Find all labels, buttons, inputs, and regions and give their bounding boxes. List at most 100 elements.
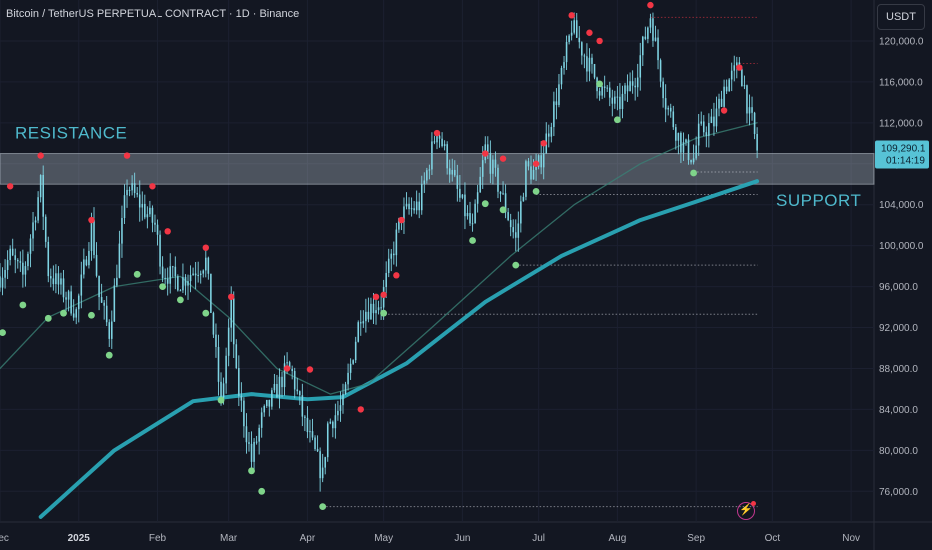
candle-body — [291, 368, 293, 372]
candle-body — [370, 303, 372, 320]
candle-body — [619, 96, 621, 109]
chart-header-title: Bitcoin / TetherUS PERPETUAL CONTRACT · … — [6, 8, 300, 20]
x-tick-label: Aug — [608, 533, 626, 544]
candle-body — [433, 141, 436, 143]
alert-dot — [751, 501, 756, 506]
pivot-low-marker — [481, 200, 489, 208]
x-tick-label: Oct — [765, 533, 781, 544]
candle-body — [88, 250, 90, 266]
candle-body — [283, 363, 286, 388]
candle-body — [50, 276, 52, 279]
candle-body — [672, 111, 675, 128]
candle-body — [487, 144, 489, 153]
candle-body — [426, 170, 428, 181]
candle-body — [103, 302, 105, 306]
candle-body — [342, 393, 344, 406]
candle-body — [514, 232, 517, 238]
candle-body — [113, 285, 116, 322]
candle-body — [47, 241, 50, 277]
candle-body — [319, 451, 321, 479]
candle-body — [57, 273, 60, 285]
y-tick-label: 80,000.0 — [879, 446, 918, 457]
moving-averages — [0, 122, 760, 519]
candle-body — [311, 431, 314, 438]
candle-body — [293, 371, 296, 390]
candle-body — [522, 196, 525, 202]
candle-body — [387, 258, 390, 273]
candle-body — [182, 277, 184, 291]
candle-body — [324, 457, 326, 468]
candle-body — [677, 132, 680, 141]
candle-body — [525, 161, 527, 197]
candle-body — [55, 273, 57, 285]
candle-body — [192, 273, 194, 276]
y-tick-label: 116,000.0 — [879, 77, 923, 88]
resistance-zone-band — [0, 153, 875, 185]
candle-body — [431, 141, 433, 170]
candle-body — [32, 222, 34, 239]
pivot-high-marker — [398, 216, 405, 224]
candle-body — [649, 18, 652, 28]
candle-body — [212, 312, 215, 335]
candle-body — [456, 175, 459, 189]
pivot-high-marker — [149, 183, 156, 190]
moving-average-thin — [0, 122, 758, 395]
candle-body — [443, 144, 446, 147]
y-axis: 76,000.0 80,000.0 84,000.0 88,000.0 92,000.0… — [875, 36, 929, 498]
pivot-low-marker — [60, 309, 67, 317]
candle-body — [248, 442, 250, 444]
candle-body — [321, 467, 324, 479]
candle-body — [161, 266, 164, 278]
candle-body — [189, 275, 192, 282]
candle-body — [123, 195, 126, 219]
resistance-zone — [0, 153, 875, 185]
lightning-icon[interactable]: ⚡ — [737, 502, 755, 520]
candle-body — [753, 112, 756, 134]
pivot-high-marker — [88, 216, 95, 224]
candle-body — [403, 206, 405, 222]
candle-body — [700, 121, 703, 124]
candle-body — [296, 389, 299, 392]
candle-body — [634, 85, 636, 88]
candle-body — [459, 188, 461, 198]
candle-body — [540, 155, 542, 168]
x-tick-label: Mar — [220, 533, 238, 544]
candle-body — [631, 81, 634, 86]
candle-body — [250, 443, 253, 462]
candle-body — [583, 55, 586, 57]
candle-body — [111, 321, 113, 339]
candle-body — [357, 322, 360, 342]
candle-body — [174, 266, 177, 277]
candle-body — [177, 276, 179, 291]
pivot-high-marker — [6, 183, 14, 190]
candle-body — [415, 201, 418, 211]
pivot-low-marker — [258, 487, 266, 495]
candle-body — [555, 101, 558, 105]
candle-body — [492, 159, 494, 174]
candle-body — [255, 441, 258, 443]
candle-body — [77, 295, 80, 310]
candle-body — [334, 415, 337, 429]
x-tick-label: Sep — [687, 533, 705, 544]
candle-body — [14, 255, 17, 260]
candle-body — [118, 243, 121, 278]
pivot-low-marker — [469, 237, 476, 244]
candle-body — [299, 391, 301, 396]
candle-body — [197, 274, 199, 276]
last-price-label: 109,290.1 — [881, 144, 926, 155]
candle-body — [410, 208, 413, 210]
candle-body — [438, 135, 441, 139]
pivot-high-marker — [357, 406, 364, 413]
currency-button[interactable]: USDT — [877, 4, 925, 30]
candle-body — [573, 20, 575, 33]
candle-body — [98, 275, 100, 298]
candle-body — [542, 153, 545, 168]
candle-body — [436, 135, 438, 143]
candle-body — [281, 376, 283, 388]
pivot-low-marker — [319, 503, 327, 511]
candle-body — [690, 160, 692, 163]
candle-body — [692, 158, 695, 163]
candle-body — [708, 123, 710, 136]
y-tick-label: 100,000.0 — [879, 241, 924, 252]
